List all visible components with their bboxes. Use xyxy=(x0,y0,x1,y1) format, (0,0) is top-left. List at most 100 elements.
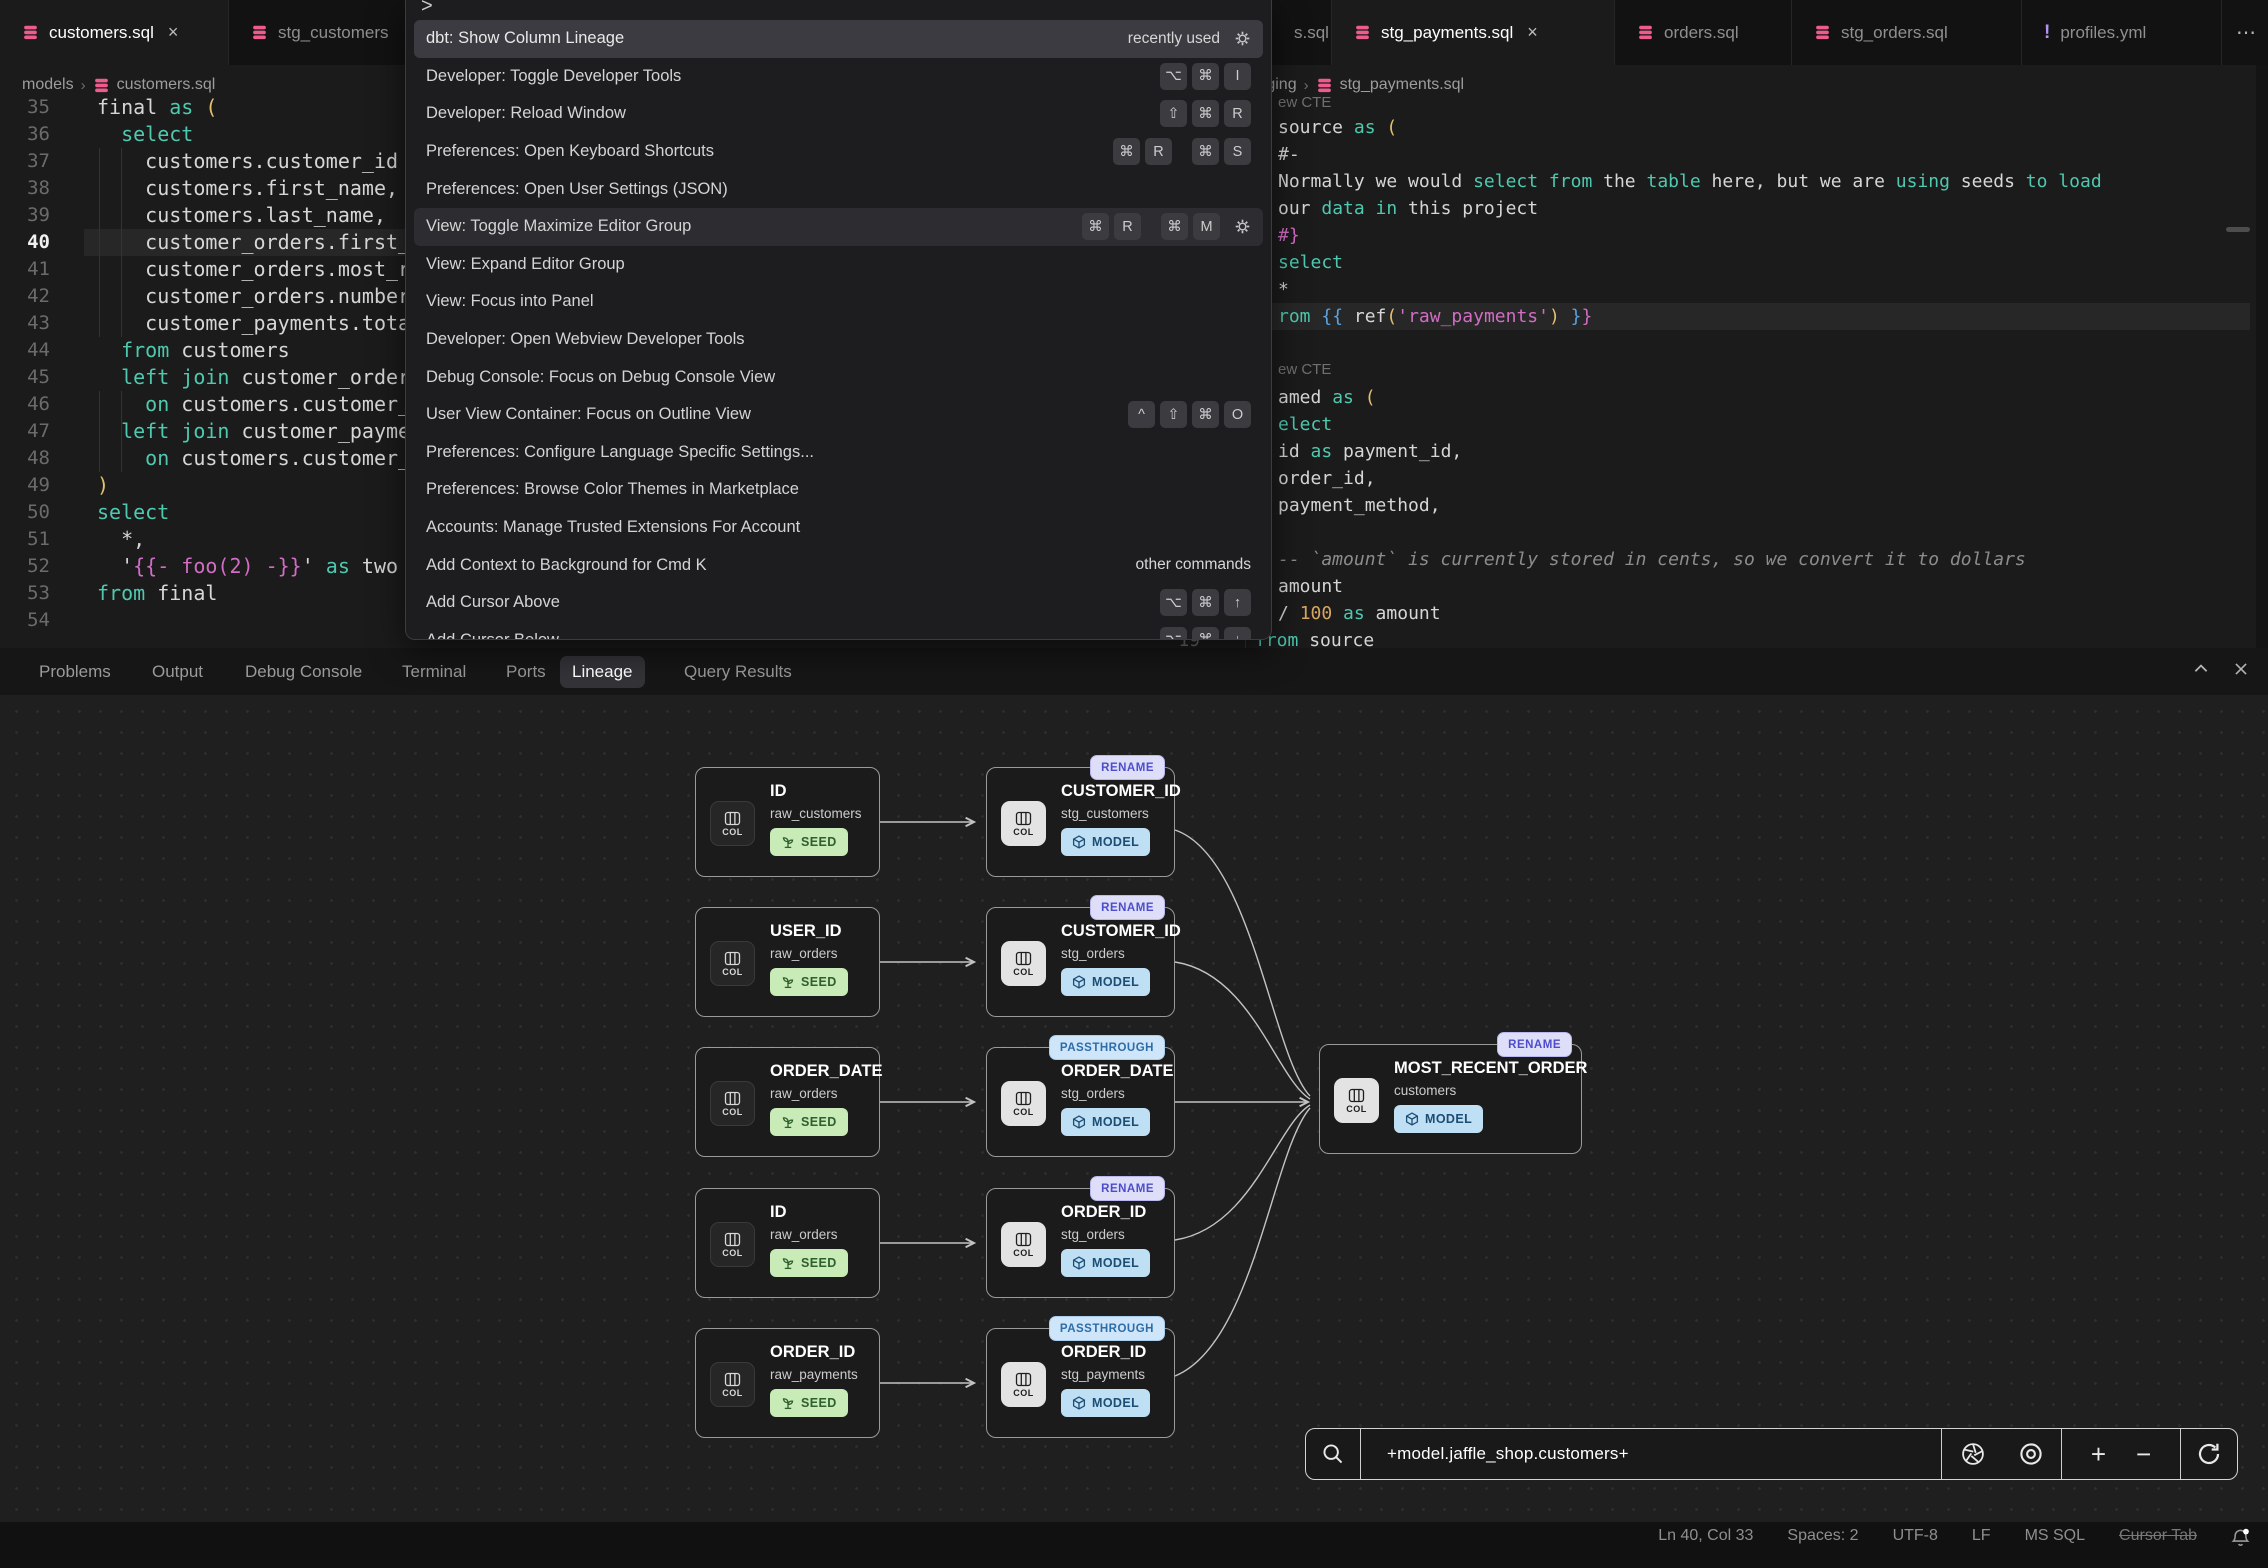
line-number: 41 xyxy=(27,258,50,280)
lineage-node-most_recent_order-customers[interactable]: COL MOST_RECENT_ORDER customers MODEL RENAME xyxy=(1319,1032,1587,1154)
minimap-dash[interactable] xyxy=(2226,227,2250,232)
lineage-node-order_date-stg_orders[interactable]: COL ORDER_DATE stg_orders MODEL PASSTHROUGH xyxy=(986,1035,1175,1157)
lineage-node-user_id-raw_orders[interactable]: COL USER_ID raw_orders SEED xyxy=(695,907,880,1017)
panel-tab-lineage[interactable]: Lineage xyxy=(560,656,645,688)
zoom-out-button[interactable]: − xyxy=(2136,1438,2152,1469)
dbt-aperture-icon[interactable] xyxy=(1961,1442,1985,1466)
panel-tab-problems[interactable]: Problems xyxy=(39,662,111,681)
close-icon[interactable]: × xyxy=(167,22,179,42)
command-label: Add Context to Background for Cmd K xyxy=(426,555,707,574)
lineage-node-order_id-stg_payments[interactable]: COL ORDER_ID stg_payments MODEL PASSTHROUGH xyxy=(986,1316,1175,1438)
command-item[interactable]: Developer: Reload Window ⇧ ⌘ R xyxy=(414,95,1263,133)
breadcrumb-file[interactable]: customers.sql xyxy=(116,76,216,93)
keycap: R xyxy=(1224,100,1251,128)
model-badge: MODEL xyxy=(1394,1105,1484,1133)
lineage-query-input[interactable]: +model.jaffle_shop.customers+ xyxy=(1361,1429,1942,1479)
lineage-node-order_id-stg_orders[interactable]: COL ORDER_ID stg_orders MODEL RENAME xyxy=(986,1176,1175,1298)
status-item-lf[interactable]: LF xyxy=(1971,1527,1991,1544)
lineage-node-customer_id-stg_orders[interactable]: COL CUSTOMER_ID stg_orders MODEL RENAME xyxy=(986,895,1181,1017)
lineage-canvas[interactable]: COL ID raw_customers SEED COL USER_ID raw_orde… xyxy=(0,695,2268,1526)
command-item[interactable]: Preferences: Open Keyboard Shortcuts ⌘ R ⌘ S xyxy=(414,133,1263,171)
codelens-label[interactable]: ew CTE xyxy=(1278,94,1332,111)
code-line: #} xyxy=(1278,224,1300,246)
status-item-spaces-2[interactable]: Spaces: 2 xyxy=(1787,1527,1859,1544)
seedling-icon xyxy=(781,975,795,989)
model-badge: MODEL xyxy=(1061,1249,1151,1277)
lineage-node-order_id-raw_payments[interactable]: COL ORDER_ID raw_payments SEED xyxy=(695,1328,880,1438)
col-label: COL xyxy=(722,1387,743,1398)
cube-icon xyxy=(1072,1396,1086,1410)
search-icon[interactable] xyxy=(1306,1429,1361,1479)
code-line: *, xyxy=(97,527,146,551)
code-line: select xyxy=(1278,251,1344,273)
keybinding-group: ⌘ R xyxy=(1108,138,1172,166)
refresh-icon[interactable] xyxy=(2181,1429,2237,1479)
breadcrumb-root[interactable]: models xyxy=(22,76,74,93)
tab-orders-sql[interactable]: orders.sql xyxy=(1615,0,1792,65)
command-item[interactable]: Preferences: Open User Settings (JSON) xyxy=(414,170,1263,208)
command-label: Add Cursor Above xyxy=(426,593,560,612)
panel-tab-output[interactable]: Output xyxy=(152,662,204,681)
command-item[interactable]: Add Cursor Above ⌥ ⌘ ↑ xyxy=(414,584,1263,622)
tab-s-sql[interactable]: s.sql xyxy=(1272,0,1332,65)
lineage-node-customer_id-stg_customers[interactable]: COL CUSTOMER_ID stg_customers MODEL RENAME xyxy=(986,755,1181,877)
command-item[interactable]: Developer: Open Webview Developer Tools xyxy=(414,321,1263,359)
keycap: ⌘ xyxy=(1161,213,1188,241)
breadcrumb-file[interactable]: stg_payments.sql xyxy=(1339,76,1465,93)
panel-tab-debug-console[interactable]: Debug Console xyxy=(245,662,363,681)
code-line: from source xyxy=(1255,629,1375,649)
seedling-icon xyxy=(781,1256,795,1270)
seed-badge: SEED xyxy=(770,828,848,856)
command-item[interactable]: Accounts: Manage Trusted Extensions For … xyxy=(414,509,1263,547)
tab-label: stg_customers xyxy=(278,22,389,42)
line-number: 38 xyxy=(27,177,50,199)
command-item[interactable]: View: Expand Editor Group xyxy=(414,246,1263,284)
status-item-ln-40-col-33[interactable]: Ln 40, Col 33 xyxy=(1658,1527,1754,1544)
right-editor[interactable]: staging › stg_payments.sql ew CTEsource … xyxy=(1145,65,2256,648)
tab-overflow-button[interactable]: ⋯ xyxy=(2236,22,2258,44)
node-subtitle: raw_payments xyxy=(770,1367,858,1382)
gear-icon[interactable] xyxy=(1234,30,1251,47)
panel-tab-ports[interactable]: Ports xyxy=(506,662,546,681)
keycap: S xyxy=(1224,138,1251,166)
command-item[interactable]: View: Focus into Panel xyxy=(414,283,1263,321)
line-number: 35 xyxy=(27,96,50,118)
panel-tab-query-results[interactable]: Query Results xyxy=(684,662,792,681)
status-item-utf-8[interactable]: UTF-8 xyxy=(1892,1527,1938,1544)
tab-customers-sql[interactable]: customers.sql × xyxy=(0,0,229,65)
command-input[interactable]: > xyxy=(406,0,1271,20)
breadcrumb[interactable]: models › customers.sql xyxy=(22,71,215,99)
panel-close-icon[interactable] xyxy=(2232,660,2250,678)
tab-stg_payments-sql[interactable]: stg_payments.sql × xyxy=(1332,0,1615,65)
code-line: customers.first_name, xyxy=(97,176,399,200)
line-number: 37 xyxy=(27,150,50,172)
command-item[interactable]: dbt: Show Column Lineage recently used xyxy=(414,20,1263,58)
command-item[interactable]: User View Container: Focus on Outline Vi… xyxy=(414,396,1263,434)
status-item-ms-sql[interactable]: MS SQL xyxy=(2024,1527,2086,1544)
command-item[interactable]: Developer: Toggle Developer Tools ⌥ ⌘ I xyxy=(414,58,1263,96)
close-icon[interactable]: × xyxy=(1527,22,1538,42)
command-item[interactable]: View: Toggle Maximize Editor Group ⌘ R ⌘ M xyxy=(414,207,1263,246)
gear-icon[interactable] xyxy=(1234,218,1251,235)
zoom-in-button[interactable]: + xyxy=(2090,1438,2106,1469)
lineage-node-id-raw_orders[interactable]: COL ID raw_orders SEED xyxy=(695,1188,880,1298)
focus-target-icon[interactable] xyxy=(2019,1442,2043,1466)
line-number: 44 xyxy=(27,339,50,361)
rename-badge: RENAME xyxy=(1497,1032,1572,1057)
node-title: ORDER_ID xyxy=(770,1343,856,1361)
command-item[interactable]: Preferences: Configure Language Specific… xyxy=(414,434,1263,472)
tab-stg_orders-sql[interactable]: stg_orders.sql xyxy=(1792,0,2022,65)
command-item[interactable]: Debug Console: Focus on Debug Console Vi… xyxy=(414,358,1263,396)
lineage-node-order_date-raw_orders[interactable]: COL ORDER_DATE raw_orders SEED xyxy=(695,1047,882,1157)
panel-maximize-icon[interactable] xyxy=(2192,660,2210,678)
tab-profiles-yml[interactable]: ! profiles.yml xyxy=(2022,0,2222,65)
panel-tab-terminal[interactable]: Terminal xyxy=(402,662,467,681)
code-line: elect xyxy=(1278,413,1333,435)
command-item[interactable]: Preferences: Browse Color Themes in Mark… xyxy=(414,471,1263,509)
status-item-cursor-tab[interactable]: Cursor Tab xyxy=(2119,1527,2197,1544)
command-item[interactable]: Add Cursor Below ⌥ ⌘ ↓ xyxy=(414,622,1263,639)
command-item[interactable]: Add Context to Background for Cmd K other… xyxy=(414,546,1263,584)
code-line: select xyxy=(97,500,170,524)
lineage-node-id-raw_customers[interactable]: COL ID raw_customers SEED xyxy=(695,767,880,877)
codelens-label[interactable]: ew CTE xyxy=(1278,360,1332,378)
